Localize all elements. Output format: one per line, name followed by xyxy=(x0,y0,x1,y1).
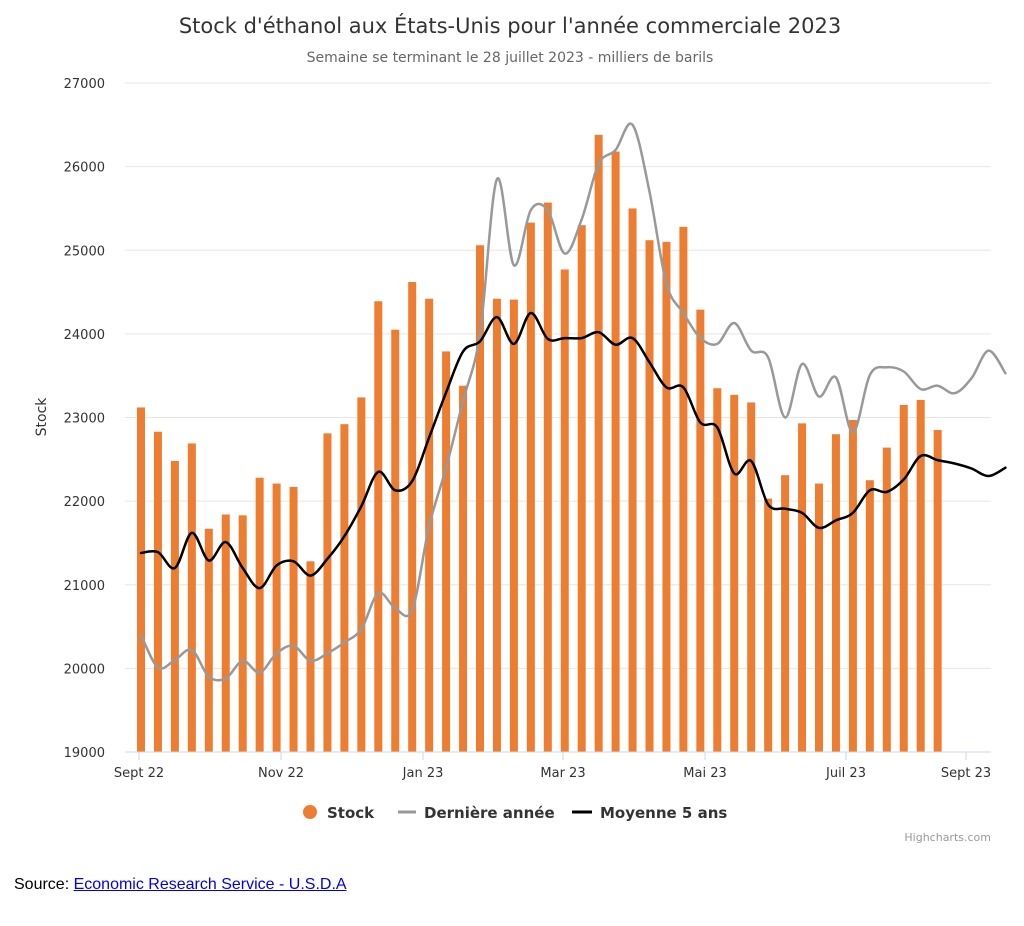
stock-bar[interactable] xyxy=(238,515,247,752)
legend-avg5-label: Moyenne 5 ans xyxy=(600,804,727,822)
stock-bar[interactable] xyxy=(577,225,586,753)
stock-bar[interactable] xyxy=(882,447,891,752)
avg5-line[interactable] xyxy=(139,311,1007,590)
stock-bar[interactable] xyxy=(408,282,417,752)
series-lines xyxy=(139,122,1007,682)
legend-item-avg5[interactable]: Moyenne 5 ans xyxy=(572,804,727,822)
y-tick-label: 22000 xyxy=(64,495,105,510)
stock-bar[interactable] xyxy=(289,486,298,752)
y-tick-label: 26000 xyxy=(64,161,105,176)
stock-bar[interactable] xyxy=(221,514,230,752)
x-tick-label: Mar 23 xyxy=(540,766,585,781)
y-axis-ticks: 19000 20000 21000 22000 23000 24000 25000 26000… xyxy=(64,77,105,761)
stock-bar[interactable] xyxy=(374,301,383,752)
stock-bar[interactable] xyxy=(323,433,332,752)
x-tick-label: Jan 23 xyxy=(402,766,444,781)
y-tick-label: 21000 xyxy=(64,579,105,594)
x-tick-label: Mai 23 xyxy=(683,766,726,781)
x-tick-label: Sept 22 xyxy=(114,766,164,781)
legend-last-year-label: Dernière année xyxy=(424,804,555,822)
stock-bar[interactable] xyxy=(272,483,281,752)
y-tick-label: 23000 xyxy=(64,412,105,427)
y-tick-label: 24000 xyxy=(64,328,105,343)
stock-bar[interactable] xyxy=(645,240,654,752)
source-prefix: Source: xyxy=(14,876,74,893)
stock-bar[interactable] xyxy=(781,475,790,752)
stock-bar[interactable] xyxy=(679,226,688,752)
y-tick-label: 20000 xyxy=(64,662,105,677)
chart: Stock d'éthanol aux États-Unis pour l'an… xyxy=(34,13,1007,844)
stock-bar[interactable] xyxy=(611,151,620,752)
legend: Stock Dernière année Moyenne 5 ans xyxy=(303,804,727,822)
y-axis-title: Stock xyxy=(34,397,50,437)
stock-bar[interactable] xyxy=(628,208,637,752)
x-tick-label: Nov 22 xyxy=(258,766,304,781)
stock-bar[interactable] xyxy=(459,385,468,752)
stock-bar[interactable] xyxy=(187,443,196,752)
stock-bar[interactable] xyxy=(865,480,874,752)
gridlines xyxy=(125,82,991,669)
legend-item-stock[interactable]: Stock xyxy=(303,804,375,822)
last-year-line[interactable] xyxy=(139,122,1007,682)
y-tick-label: 25000 xyxy=(64,244,105,259)
stock-bar[interactable] xyxy=(815,483,823,752)
legend-stock-label: Stock xyxy=(327,804,375,822)
stock-bar[interactable] xyxy=(848,420,857,752)
stock-bar[interactable] xyxy=(747,402,756,752)
stock-bar[interactable] xyxy=(340,424,349,752)
stock-bar[interactable] xyxy=(916,399,925,752)
stock-bar[interactable] xyxy=(560,269,569,752)
stock-bar[interactable] xyxy=(526,222,535,752)
stock-bar[interactable] xyxy=(696,309,705,752)
stock-bar[interactable] xyxy=(442,351,451,752)
stock-bar[interactable] xyxy=(137,407,145,752)
stock-bar[interactable] xyxy=(764,498,773,752)
source-line: Source: Economic Research Service - U.S.… xyxy=(14,876,347,894)
y-tick-label: 27000 xyxy=(64,77,105,92)
stock-bar[interactable] xyxy=(170,460,179,752)
stock-bar[interactable] xyxy=(509,299,518,752)
stock-bar[interactable] xyxy=(713,388,722,752)
stock-bar[interactable] xyxy=(798,423,807,752)
stock-bar[interactable] xyxy=(357,397,366,752)
legend-item-last-year[interactable]: Dernière année xyxy=(398,804,555,822)
x-tick-label: Juil 23 xyxy=(825,766,866,781)
stock-bars xyxy=(137,134,942,753)
stock-bar[interactable] xyxy=(899,404,908,752)
credits-link[interactable]: Highcharts.com xyxy=(904,831,991,844)
legend-stock-marker xyxy=(303,805,317,819)
stock-bar[interactable] xyxy=(306,561,315,752)
stock-bar[interactable] xyxy=(730,394,739,752)
stock-bar[interactable] xyxy=(391,329,400,752)
stock-bar[interactable] xyxy=(204,528,213,752)
stock-bar[interactable] xyxy=(543,202,552,753)
stock-bar[interactable] xyxy=(594,134,603,752)
stock-bar[interactable] xyxy=(933,430,942,752)
source-link[interactable]: Economic Research Service - U.S.D.A xyxy=(73,876,347,893)
stock-bar[interactable] xyxy=(492,298,501,752)
stock-bar[interactable] xyxy=(476,245,484,753)
stock-bar[interactable] xyxy=(255,477,264,752)
x-tick-label: Sept 23 xyxy=(941,766,991,781)
stock-bar[interactable] xyxy=(831,434,840,752)
chart-title: Stock d'éthanol aux États-Unis pour l'an… xyxy=(179,13,841,38)
stock-bar[interactable] xyxy=(662,241,671,752)
chart-subtitle: Semaine se terminant le 28 juillet 2023 … xyxy=(307,50,714,66)
y-tick-label: 19000 xyxy=(64,746,105,761)
x-axis-ticks: Sept 22 Nov 22 Jan 23 Mar 23 Mai 23 Juil 23 Se… xyxy=(114,752,991,781)
stock-bar[interactable] xyxy=(153,431,162,752)
